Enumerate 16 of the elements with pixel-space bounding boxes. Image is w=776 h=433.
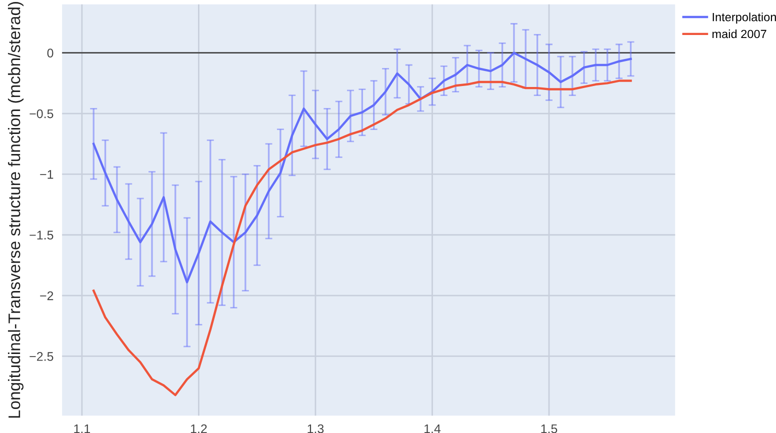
line-series bbox=[92, 80, 632, 396]
y-tick-label: −1 bbox=[40, 170, 54, 179]
y-tick-label: −2.5 bbox=[30, 352, 54, 361]
x-tick-label: 1.2 bbox=[190, 424, 207, 433]
y-tick-label: −1.5 bbox=[30, 230, 54, 240]
x-tick-label: 1.4 bbox=[424, 424, 441, 433]
x-tick-label: 1.1 bbox=[74, 424, 90, 433]
y-tick-label: −2 bbox=[40, 291, 54, 300]
legend-label: maid 2007 bbox=[712, 30, 766, 38]
x-tick-label: 1.5 bbox=[541, 424, 558, 433]
y-axis-title: Longitudinal-Transverse structure function (mcbn/sterad) bbox=[8, 2, 24, 418]
x-tick-label: 1.3 bbox=[308, 424, 324, 433]
line-series bbox=[92, 52, 632, 284]
y-tick-label: −0.5 bbox=[30, 109, 54, 118]
y-tick-label: 0 bbox=[47, 48, 54, 58]
legend-label: Interpolation bbox=[712, 12, 776, 24]
